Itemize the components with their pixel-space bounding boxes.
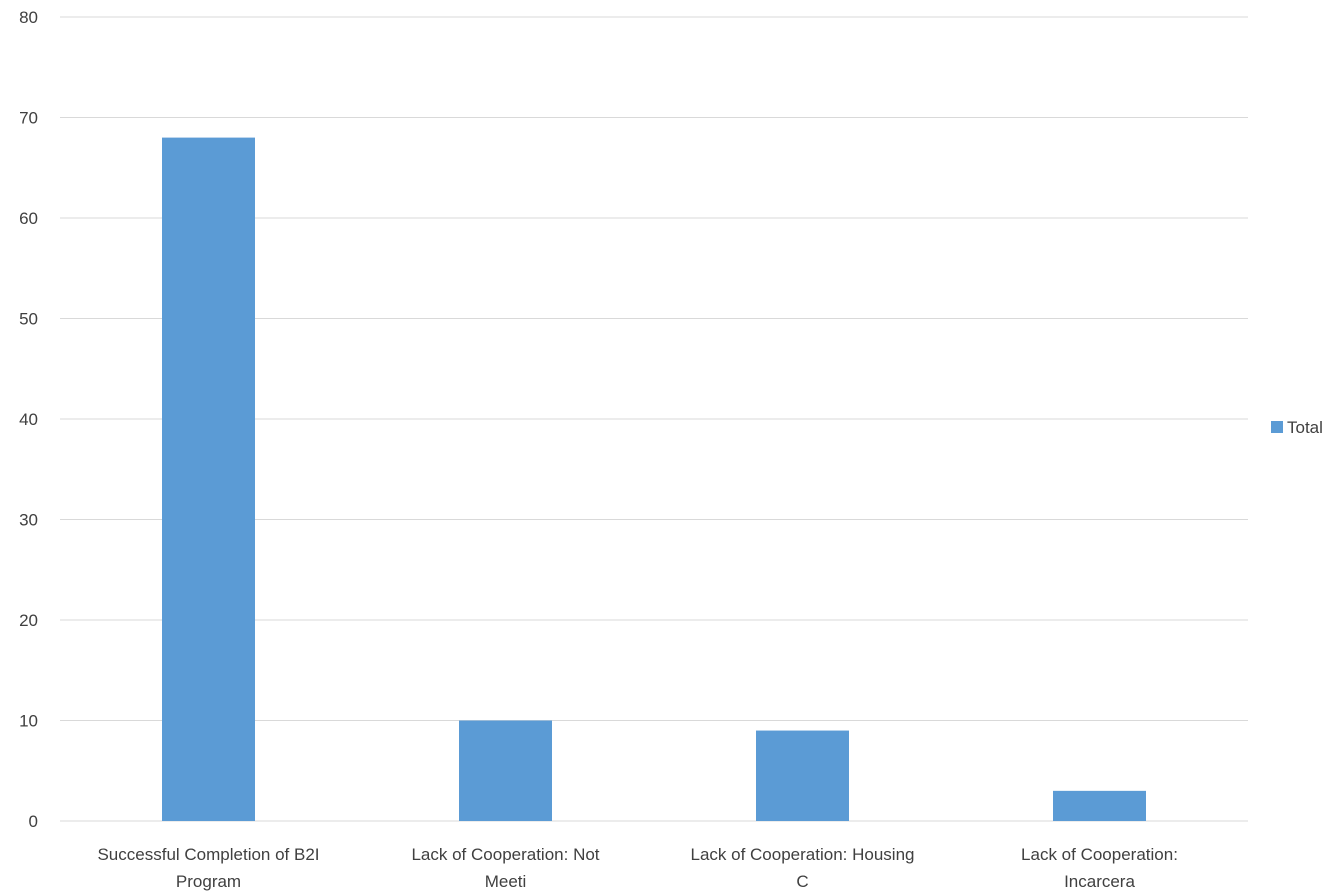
- y-tick-label: 30: [19, 511, 38, 530]
- bars: [162, 137, 1146, 822]
- legend-swatch: [1271, 421, 1283, 433]
- x-tick-label: Lack of Cooperation: Housing C: [691, 845, 915, 891]
- x-tick-label: Lack of Cooperation: Not Meeti: [411, 845, 599, 891]
- gridlines: [60, 16, 1248, 822]
- x-tick-label: Successful Completion of B2I Program: [97, 845, 319, 891]
- bar: [459, 720, 552, 821]
- y-tick-label: 20: [19, 611, 38, 630]
- y-tick-label: 60: [19, 209, 38, 228]
- bar: [162, 137, 255, 822]
- bar: [1053, 790, 1146, 821]
- legend: Total: [1271, 418, 1323, 437]
- y-tick-label: 0: [29, 812, 38, 831]
- y-tick-label: 50: [19, 310, 38, 329]
- y-tick-label: 80: [19, 8, 38, 27]
- bar: [756, 730, 849, 821]
- x-axis-tick-labels: Successful Completion of B2I Program Lack …: [97, 845, 1177, 891]
- y-tick-label: 70: [19, 109, 38, 128]
- y-tick-label: 40: [19, 410, 38, 429]
- x-tick-label: Lack of Cooperation: Incarcera: [1021, 845, 1178, 891]
- y-axis-tick-labels: 0 10 20 30 40 50 60 70 80: [19, 8, 38, 831]
- y-tick-label: 10: [19, 712, 38, 731]
- legend-label: Total: [1287, 418, 1323, 437]
